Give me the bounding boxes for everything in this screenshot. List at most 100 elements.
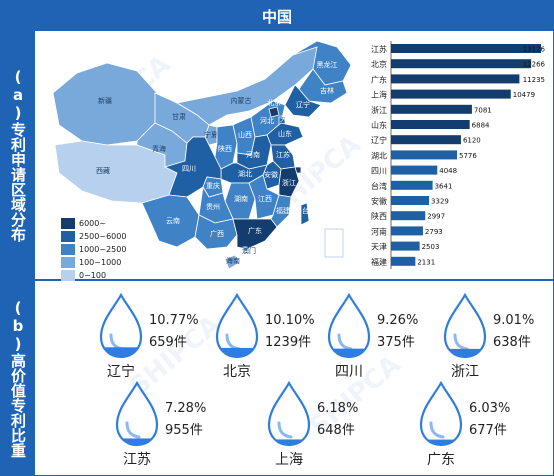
province-label: 贵州 xyxy=(206,202,220,211)
province-28: 广西 xyxy=(194,214,238,250)
province-label: 江西 xyxy=(258,195,272,203)
bar-category-label: 上海 xyxy=(371,90,387,100)
bar-value-label: 7081 xyxy=(474,106,492,114)
province-9: 陕西 xyxy=(214,124,238,170)
high-value-count: 375件 xyxy=(377,335,415,350)
province-label: 宁夏 xyxy=(204,130,218,139)
legend-entry: 0~100 xyxy=(61,269,161,282)
drop-fill xyxy=(445,348,485,357)
drop-fill xyxy=(101,347,141,357)
province-19: 浙江 xyxy=(278,166,300,198)
high-value-item: 7.28% 955件 江苏 xyxy=(109,379,269,468)
province-label: 广东 xyxy=(248,226,262,235)
province-18: 上海 xyxy=(294,164,314,174)
water-drop-icon xyxy=(99,292,143,359)
bar xyxy=(391,256,416,266)
section-divider xyxy=(1,279,553,281)
bar-category-label: 广东 xyxy=(371,74,387,84)
province-label: 山东 xyxy=(278,129,292,138)
high-value-percent: 9.01% xyxy=(493,313,535,328)
bar-value-label: 2793 xyxy=(425,228,443,236)
province-label: 陕西 xyxy=(218,144,232,153)
legend-label: 1000~2500 xyxy=(79,245,127,254)
high-value-item: 9.01% 638件 浙江 xyxy=(437,291,554,380)
water-drop-icon xyxy=(419,380,463,447)
province-label: 新疆 xyxy=(98,96,112,105)
bar-value-label: 2131 xyxy=(417,258,435,266)
province-label: 安徽 xyxy=(264,170,278,179)
high-value-percent: 10.77% xyxy=(149,313,199,328)
bar xyxy=(391,74,520,84)
province-label: 台湾 xyxy=(302,206,316,215)
south-sea-islands xyxy=(324,228,344,258)
legend-swatch xyxy=(61,244,75,255)
province-label: 福建 xyxy=(276,206,290,215)
bar-value-label: 10479 xyxy=(513,91,535,99)
high-value-item: 10.10% 1239件 北京 xyxy=(209,291,369,380)
legend-label: 2500~6000 xyxy=(79,232,127,241)
high-value-percent: 6.18% xyxy=(317,401,359,416)
bar-category-label: 河南 xyxy=(371,226,387,236)
bar-category-label: 台湾 xyxy=(371,181,387,191)
bar-category-label: 江苏 xyxy=(371,44,387,54)
province-label: 浙江 xyxy=(282,178,296,187)
province-label: 河南 xyxy=(246,150,260,159)
drop-fill xyxy=(217,347,257,357)
legend-entry: 100~1000 xyxy=(61,256,161,269)
water-drop-icon xyxy=(327,292,371,359)
province-label: 西藏 xyxy=(96,166,110,175)
water-drop-icon xyxy=(115,380,159,447)
high-value-region: 上海 xyxy=(275,452,303,468)
bar-value-label: 11235 xyxy=(523,76,545,84)
high-value-count: 659件 xyxy=(149,335,187,350)
bar-value-label: 6884 xyxy=(472,122,490,130)
drop-fill xyxy=(117,438,157,445)
province-20: 湖北 xyxy=(220,162,268,184)
bar xyxy=(391,165,438,175)
high-value-region: 江苏 xyxy=(123,452,151,468)
high-value-percent: 7.28% xyxy=(165,401,207,416)
province-label: 四川 xyxy=(182,165,196,173)
water-drop-icon xyxy=(215,292,259,359)
province-29: 广东 xyxy=(232,218,278,250)
province-label: 湖北 xyxy=(238,169,252,178)
page-title: 中国 xyxy=(1,1,553,31)
bar xyxy=(391,211,426,221)
bar xyxy=(391,135,461,145)
bar-category-label: 陕西 xyxy=(371,211,387,221)
province-label: 山西 xyxy=(238,130,252,139)
water-drop-icon xyxy=(267,380,311,447)
bar xyxy=(391,196,430,205)
province-label: 天津 xyxy=(280,115,294,123)
bar-category-label: 安徽 xyxy=(371,196,387,206)
province-label: 内蒙古 xyxy=(231,96,252,105)
bar-value-label: 4048 xyxy=(439,167,457,175)
bar-category-label: 福建 xyxy=(371,257,387,267)
high-value-region: 辽宁 xyxy=(107,364,135,380)
high-value-region: 浙江 xyxy=(451,364,479,380)
bar xyxy=(391,120,470,129)
bar-value-label: 5776 xyxy=(459,152,477,160)
legend-swatch xyxy=(61,218,75,229)
bar xyxy=(391,241,420,251)
high-value-count: 648件 xyxy=(317,423,355,438)
province-label: 海南 xyxy=(226,256,240,265)
region-bar-chart: 江苏 13126 北京 12266 广东 11235 上海 10479 浙江 7081 山东 6884… xyxy=(371,41,546,269)
province-label: 吉林 xyxy=(320,86,334,95)
high-value-region: 北京 xyxy=(223,364,251,380)
high-value-count: 1239件 xyxy=(265,335,312,350)
bar-category-label: 北京 xyxy=(371,59,387,69)
bar-value-label: 2997 xyxy=(427,213,445,221)
high-value-percent: 9.26% xyxy=(377,313,419,328)
map-legend: 6000~ 2500~6000 1000~2500 100~1000 0~100 xyxy=(61,217,161,282)
drop-fill xyxy=(329,348,369,357)
bar-value-label: 6120 xyxy=(463,137,481,145)
bar-category-label: 四川 xyxy=(371,167,387,176)
bar-category-label: 湖北 xyxy=(371,151,387,160)
province-3: 内蒙古 xyxy=(175,46,318,126)
bar-value-label: 13126 xyxy=(523,46,546,54)
bar-category-label: 浙江 xyxy=(371,105,387,115)
section-a-label: (a)专利申请区域分布 xyxy=(1,31,35,279)
drop-fill xyxy=(269,439,309,445)
bar xyxy=(391,44,541,53)
